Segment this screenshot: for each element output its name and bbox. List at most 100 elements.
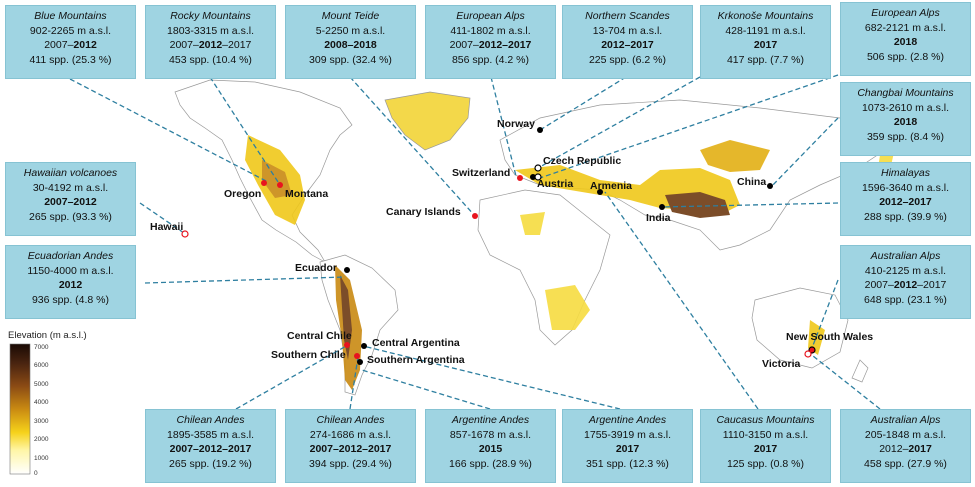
info-box-hawaiian-volcanoes: Hawaiian volcanoes 30-4192 m a.s.l. 2007…: [5, 162, 136, 236]
place-label-ecuador: Ecuador: [295, 262, 338, 274]
box-elevation: 902-2265 m a.s.l.: [29, 24, 112, 37]
new-zealand: [851, 359, 869, 383]
info-box-rocky-mountains: Rocky Mountains 1803-3315 m a.s.l. 2007–…: [145, 5, 276, 79]
info-box-australian-alps-2: Australian Alps 205-1848 m a.s.l. 2012–2…: [840, 409, 971, 483]
box-title: Krkonoše Mountains: [717, 10, 814, 22]
australia: [751, 287, 849, 369]
site-oregon: [261, 180, 267, 186]
box-elevation: 30-4192 m a.s.l.: [32, 181, 109, 194]
site-southern-chile: [354, 353, 360, 359]
place-label-southern-chile: Southern Chile: [271, 349, 346, 361]
info-box-mount-teide: Mount Teide 5-2250 m a.s.l. 2008–2018 30…: [285, 5, 416, 79]
box-title: Australian Alps: [870, 414, 941, 426]
info-box-changbai-mountains: Changbai Mountains 1073-2610 m a.s.l. 20…: [840, 82, 971, 156]
leader-lines: [69, 74, 881, 410]
box-elevation: 411-1802 m a.s.l.: [450, 24, 531, 37]
place-label-switzerland: Switzerland: [452, 167, 511, 179]
info-box-caucasus-mountains: Caucasus Mountains 1110-3150 m a.s.l. 20…: [700, 409, 831, 483]
info-box-ecuadorian-andes: Ecuadorian Andes 1150-4000 m a.s.l. 2012…: [5, 245, 136, 319]
place-label-montana: Montana: [285, 188, 329, 200]
box-species: 265 spp. (19.2 %): [169, 457, 252, 470]
box-title: Argentine Andes: [451, 414, 530, 426]
place-label-southern-argentina: Southern Argentina: [367, 354, 465, 366]
info-box-himalayas: Himalayas 1596-3640 m a.s.l. 2012–2017 2…: [840, 162, 971, 236]
box-species: 288 spp. (39.9 %): [864, 210, 947, 223]
elevation-legend-bar: [9, 343, 31, 475]
site-switzerland: [517, 175, 523, 181]
box-elevation: 205-1848 m a.s.l.: [864, 428, 947, 441]
box-title: Mount Teide: [321, 10, 380, 22]
site-central-argentina: [361, 343, 367, 349]
site-india: [659, 204, 665, 210]
place-label-india: India: [646, 212, 671, 224]
box-elevation: 1895-3585 m a.s.l.: [167, 428, 254, 441]
place-label-new-south-wales: New South Wales: [786, 331, 874, 343]
box-title: Chilean Andes: [316, 414, 385, 426]
info-box-european-alps-2: European Alps 682-2121 m a.s.l. 2018 506…: [840, 2, 971, 76]
legend-tick: 6000: [34, 362, 49, 369]
legend-tick: 5000: [34, 381, 49, 388]
info-box-argentine-andes-1: Argentine Andes 1755-3919 m a.s.l. 2017 …: [562, 409, 693, 483]
place-label-china: China: [737, 176, 767, 188]
site-norway: [537, 127, 543, 133]
box-species: 125 spp. (0.8 %): [726, 457, 805, 470]
legend-tick: 3000: [34, 418, 49, 425]
box-title: Himalayas: [880, 167, 930, 179]
info-box-northern-scandes: Northern Scandes 13-704 m a.s.l. 2012–20…: [562, 5, 693, 79]
site-austria-2: [534, 173, 542, 181]
site-ecuador: [344, 267, 350, 273]
place-label-norway: Norway: [497, 118, 535, 130]
box-elevation: 682-2121 m a.s.l.: [864, 21, 947, 34]
site-montana: [277, 182, 283, 188]
box-elevation: 1596-3640 m a.s.l.: [862, 181, 949, 194]
box-species: 166 spp. (28.9 %): [449, 457, 532, 470]
box-species: 265 spp. (93.3 %): [29, 210, 112, 223]
site-canary-islands: [472, 213, 478, 219]
box-species: 856 spp. (4.2 %): [451, 53, 530, 66]
box-species: 351 spp. (12.3 %): [586, 457, 669, 470]
box-title: Argentine Andes: [588, 414, 667, 426]
box-species: 394 spp. (29.4 %): [309, 457, 392, 470]
elevation-legend-title: Elevation (m a.s.l.): [8, 330, 87, 341]
box-species: 648 spp. (23.1 %): [864, 293, 947, 306]
place-label-oregon: Oregon: [224, 188, 262, 200]
box-elevation: 1073-2610 m a.s.l.: [862, 101, 949, 114]
box-elevation: 274-1686 m a.s.l.: [309, 428, 392, 441]
box-species: 411 spp. (25.3 %): [29, 53, 112, 66]
box-elevation: 1755-3919 m a.s.l.: [584, 428, 671, 441]
site-central-chile: [344, 342, 350, 348]
place-label-hawaii: Hawaii: [150, 221, 184, 233]
info-box-european-alps-1: European Alps 411-1802 m a.s.l. 2007–201…: [425, 5, 556, 79]
box-title: Caucasus Mountains: [716, 414, 815, 426]
box-species: 225 spp. (6.2 %): [588, 53, 667, 66]
site-czech-republic: [534, 164, 542, 172]
box-species: 458 spp. (27.9 %): [864, 457, 947, 470]
box-species: 309 spp. (32.4 %): [309, 53, 392, 66]
box-title: Rocky Mountains: [170, 10, 251, 22]
box-species: 506 spp. (2.8 %): [866, 50, 945, 63]
box-species: 359 spp. (8.4 %): [866, 130, 945, 143]
greenland: [384, 91, 471, 151]
place-label-armenia: Armenia: [590, 180, 633, 192]
legend-tick: 1000: [34, 455, 49, 462]
place-label-czech-republic: Czech Republic: [543, 155, 622, 167]
box-elevation: 1110-3150 m a.s.l.: [722, 428, 809, 441]
box-elevation: 13-704 m a.s.l.: [592, 24, 663, 37]
place-label-austria: Austria: [537, 178, 574, 190]
site-markers: [181, 127, 816, 365]
box-elevation: 428-1191 m a.s.l.: [725, 24, 806, 37]
info-box-krkonose-mountains: Krkonoše Mountains 428-1191 m a.s.l. 201…: [700, 5, 831, 79]
place-label-central-argentina: Central Argentina: [372, 337, 460, 349]
box-elevation: 857-1678 m a.s.l.: [449, 428, 532, 441]
box-title: Australian Alps: [870, 250, 941, 262]
info-box-blue-mountains: Blue Mountains 902-2265 m a.s.l. 2007–20…: [5, 5, 136, 79]
info-box-argentine-andes-2: Argentine Andes 857-1678 m a.s.l. 2015 1…: [425, 409, 556, 483]
box-title: European Alps: [456, 10, 525, 22]
place-label-victoria: Victoria: [762, 358, 801, 370]
site-southern-argentina: [357, 359, 363, 365]
box-title: European Alps: [871, 7, 940, 19]
site-victoria: [804, 350, 812, 358]
box-title: Hawaiian volcanoes: [23, 167, 118, 179]
site-hawaii: [181, 230, 189, 238]
info-box-chilean-andes-2: Chilean Andes 1895-3585 m a.s.l. 2007–20…: [145, 409, 276, 483]
